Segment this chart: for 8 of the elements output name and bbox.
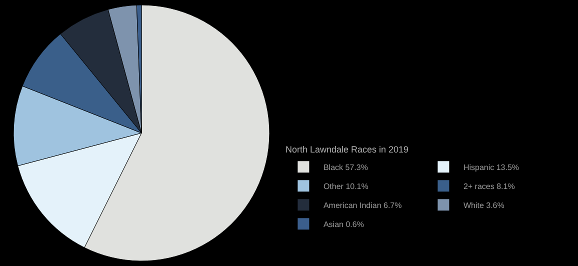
legend-label: Black 57.3%: [323, 163, 368, 172]
legend-label: White 3.6%: [463, 201, 504, 210]
legend-label: 2+ races 8.1%: [463, 182, 515, 191]
legend-label: Asian 0.6%: [323, 220, 364, 229]
legend-label: Other 10.1%: [323, 182, 368, 191]
legend-label: American Indian 6.7%: [323, 201, 402, 210]
legend-title: North Lawndale Races in 2019: [285, 144, 409, 154]
legend-label: Hispanic 13.5%: [463, 163, 520, 172]
